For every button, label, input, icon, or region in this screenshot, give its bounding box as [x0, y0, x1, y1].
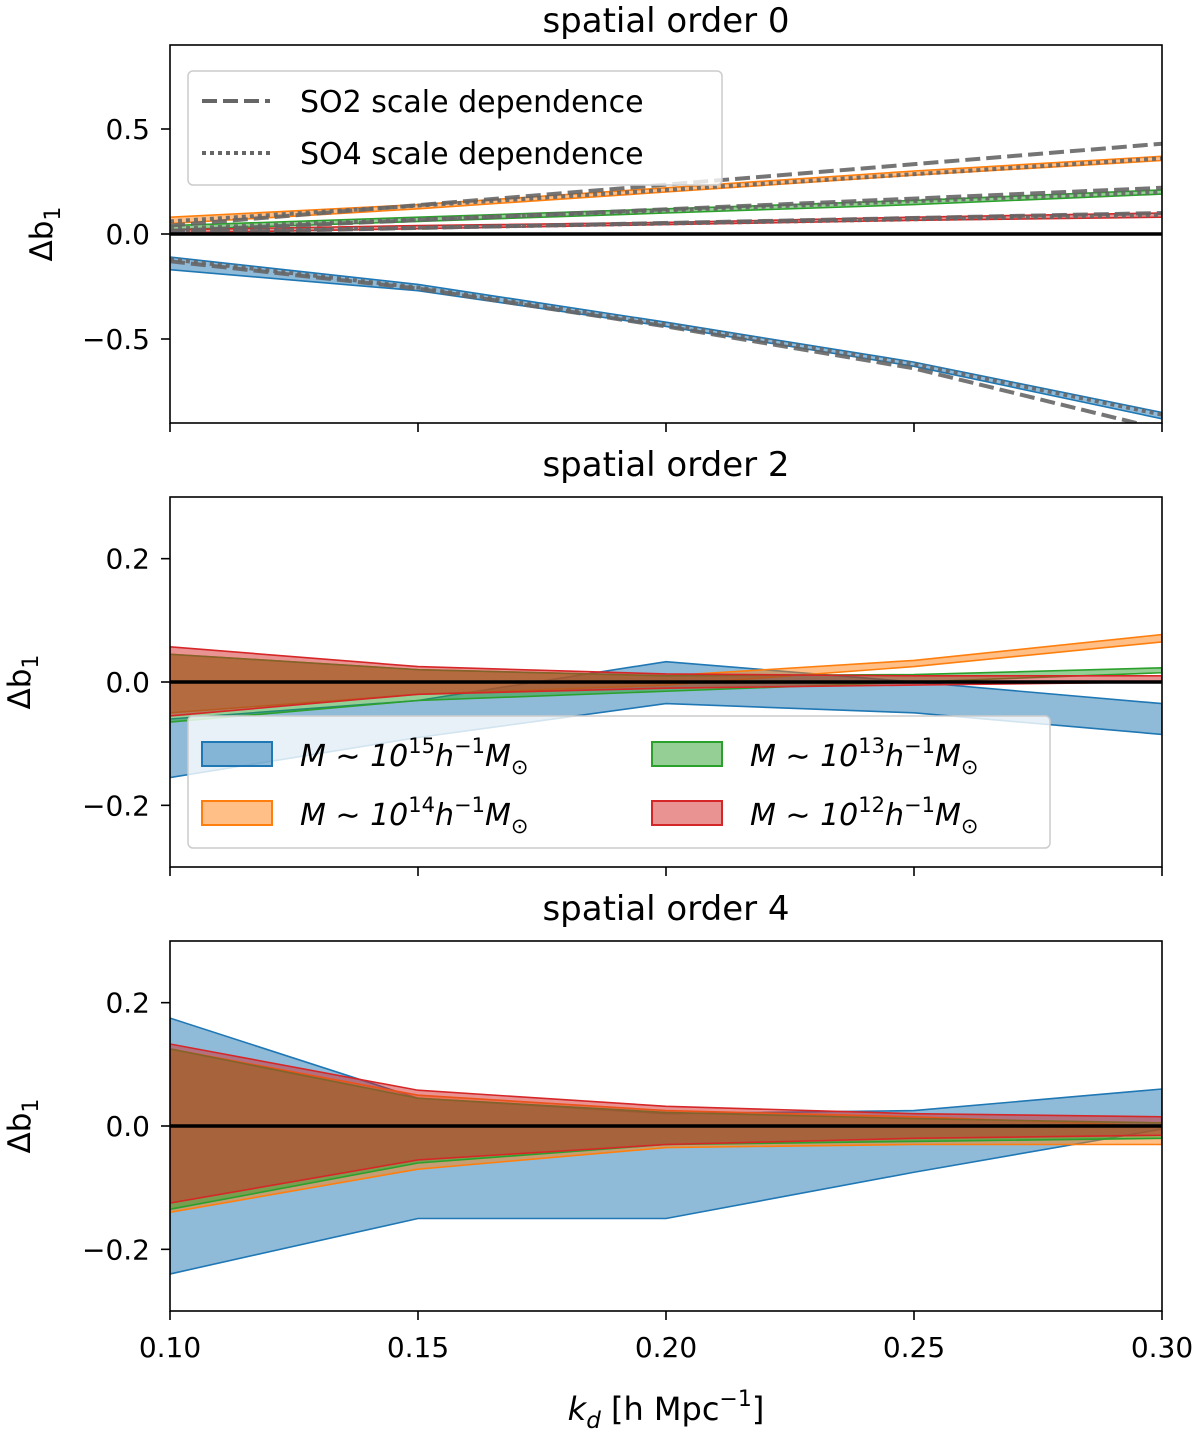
- legend-sun: ⊙: [511, 755, 529, 779]
- legend: M ∼ 1015h−1M⊙ M ∼ 1013h−1M⊙ M ∼ 1014h−1M…: [187, 715, 1051, 849]
- legend-m: M: [935, 798, 961, 833]
- series-layer: [170, 141, 1162, 423]
- so2-line-0: [170, 259, 1145, 423]
- legend-h: h: [435, 798, 454, 833]
- y-tick-label: −0.2: [82, 789, 150, 822]
- y-label-sub: 1: [41, 207, 66, 221]
- y-label-sub: 1: [19, 655, 44, 669]
- so4-line-2: [170, 190, 1162, 231]
- legend-exponent: 14: [408, 793, 435, 817]
- legend-sun: ⊙: [511, 814, 529, 838]
- legend-exponent: 13: [858, 734, 885, 758]
- y-tick-label: 0.2: [105, 543, 150, 576]
- y-axis-label: Δb1: [2, 655, 44, 710]
- legend-swatch-blue: [201, 741, 273, 767]
- legend-h-exp: −1: [454, 793, 485, 817]
- legend-label: M ∼ 10: [750, 798, 858, 833]
- axes-frame: [169, 44, 1163, 424]
- so4-line-0: [170, 257, 1162, 417]
- legend-swatch-green: [651, 741, 723, 767]
- legend-h: h: [885, 739, 904, 774]
- svg-text:M ∼ 1014h−1M⊙: M ∼ 1014h−1M⊙: [300, 793, 529, 838]
- y-axis-label: Δb1: [24, 207, 66, 262]
- plot-area: −0.2 0.0 0.2: [82, 543, 1163, 876]
- y-tick-label: −0.5: [82, 323, 150, 356]
- legend-h-exp: −1: [454, 734, 485, 758]
- x-label-close: ]: [752, 1390, 764, 1428]
- x-label-k: k: [568, 1390, 588, 1428]
- x-tick-label: 0.20: [635, 1331, 697, 1364]
- legend-sun: ⊙: [961, 814, 979, 838]
- y-tick-label: 0.0: [105, 1110, 150, 1143]
- legend: SO2 scale dependence SO4 scale dependenc…: [187, 70, 723, 186]
- so4-line-1: [170, 156, 1162, 224]
- legend-exponent: 15: [408, 734, 435, 758]
- axes-frame: [169, 940, 1163, 1312]
- band-red: [170, 1043, 1162, 1204]
- x-label-d: d: [586, 1408, 601, 1431]
- svg-text:Δb1: Δb1: [2, 655, 44, 710]
- legend-entry-1e12: M ∼ 1012h−1M⊙: [651, 793, 979, 838]
- legend-frame: [187, 70, 723, 186]
- legend-h: h: [435, 739, 454, 774]
- legend-m: M: [485, 798, 511, 833]
- svg-text:M ∼ 1012h−1M⊙: M ∼ 1012h−1M⊙: [750, 793, 979, 838]
- svg-text:Δb1: Δb1: [2, 1099, 44, 1154]
- legend-label: M ∼ 10: [300, 739, 408, 774]
- y-tick-label: 0.5: [105, 113, 150, 146]
- y-label-main: Δb: [24, 221, 60, 262]
- y-label-sub: 1: [19, 1099, 44, 1113]
- panel-spatial-order-0: spatial order 0 −0.5 0.0 0.5 Δb1 SO2 scale…: [24, 1, 1163, 432]
- series-layer: [170, 1017, 1162, 1275]
- legend-swatch-red: [651, 800, 723, 826]
- so4-line-3: [170, 213, 1162, 234]
- legend-sun: ⊙: [961, 755, 979, 779]
- legend-h-exp: −1: [904, 793, 935, 817]
- x-tick-label: 0.10: [139, 1331, 201, 1364]
- x-axis-label: kd [h Mpc−1]: [568, 1387, 765, 1431]
- legend-label: M ∼ 10: [300, 798, 408, 833]
- y-tick-label: 0.2: [105, 987, 150, 1020]
- legend-entry-1e15: M ∼ 1015h−1M⊙: [201, 734, 529, 779]
- y-label-main: Δb: [2, 669, 38, 710]
- legend-entry-1e14: M ∼ 1014h−1M⊙: [201, 793, 529, 838]
- y-tick-label: 0.0: [105, 666, 150, 699]
- legend-frame: [187, 715, 1051, 849]
- plot-area: −0.5 0.0 0.5: [82, 113, 1163, 432]
- panel-spatial-order-2: spatial order 2 −0.20.00.2 Δb1 M ∼ 1015h…: [2, 445, 1163, 876]
- panel-spatial-order-4: spatial order 4 −0.2 0.0 0.2 0.10 0.15 0.20 0.…: [2, 889, 1193, 1431]
- legend-h: h: [885, 798, 904, 833]
- y-tick-label: 0.0: [105, 218, 150, 251]
- svg-text:Δb1: Δb1: [24, 207, 66, 262]
- svg-text:M ∼ 1013h−1M⊙: M ∼ 1013h−1M⊙: [750, 734, 979, 779]
- plot-area: −0.2 0.0 0.2 0.10 0.15 0.20 0.25 0.30: [82, 987, 1193, 1364]
- svg-text:M ∼ 1015h−1M⊙: M ∼ 1015h−1M⊙: [300, 734, 529, 779]
- panel-title: spatial order 4: [542, 889, 789, 929]
- x-tick-label: 0.30: [1131, 1331, 1193, 1364]
- legend-h-exp: −1: [904, 734, 935, 758]
- x-tick-label: 0.15: [387, 1331, 449, 1364]
- x-tick-label: 0.25: [883, 1331, 945, 1364]
- legend-m: M: [935, 739, 961, 774]
- legend-m: M: [485, 739, 511, 774]
- y-label-main: Δb: [2, 1113, 38, 1154]
- x-label-exp: −1: [719, 1387, 751, 1412]
- legend-label-so4: SO4 scale dependence: [300, 137, 644, 172]
- x-label-units: [h Mpc: [601, 1390, 720, 1428]
- legend-label-so2: SO2 scale dependence: [300, 85, 644, 120]
- legend-swatch-orange: [201, 800, 273, 826]
- y-tick-label: −0.2: [82, 1233, 150, 1266]
- y-axis-label: Δb1: [2, 1099, 44, 1154]
- legend-entry-1e13: M ∼ 1013h−1M⊙: [651, 734, 979, 779]
- band-blue: [170, 256, 1162, 420]
- panel-title: spatial order 0: [542, 1, 789, 41]
- legend-label: M ∼ 10: [750, 739, 858, 774]
- panel-title: spatial order 2: [542, 445, 789, 485]
- legend-exponent: 12: [858, 793, 885, 817]
- axes-frame: [169, 496, 1163, 868]
